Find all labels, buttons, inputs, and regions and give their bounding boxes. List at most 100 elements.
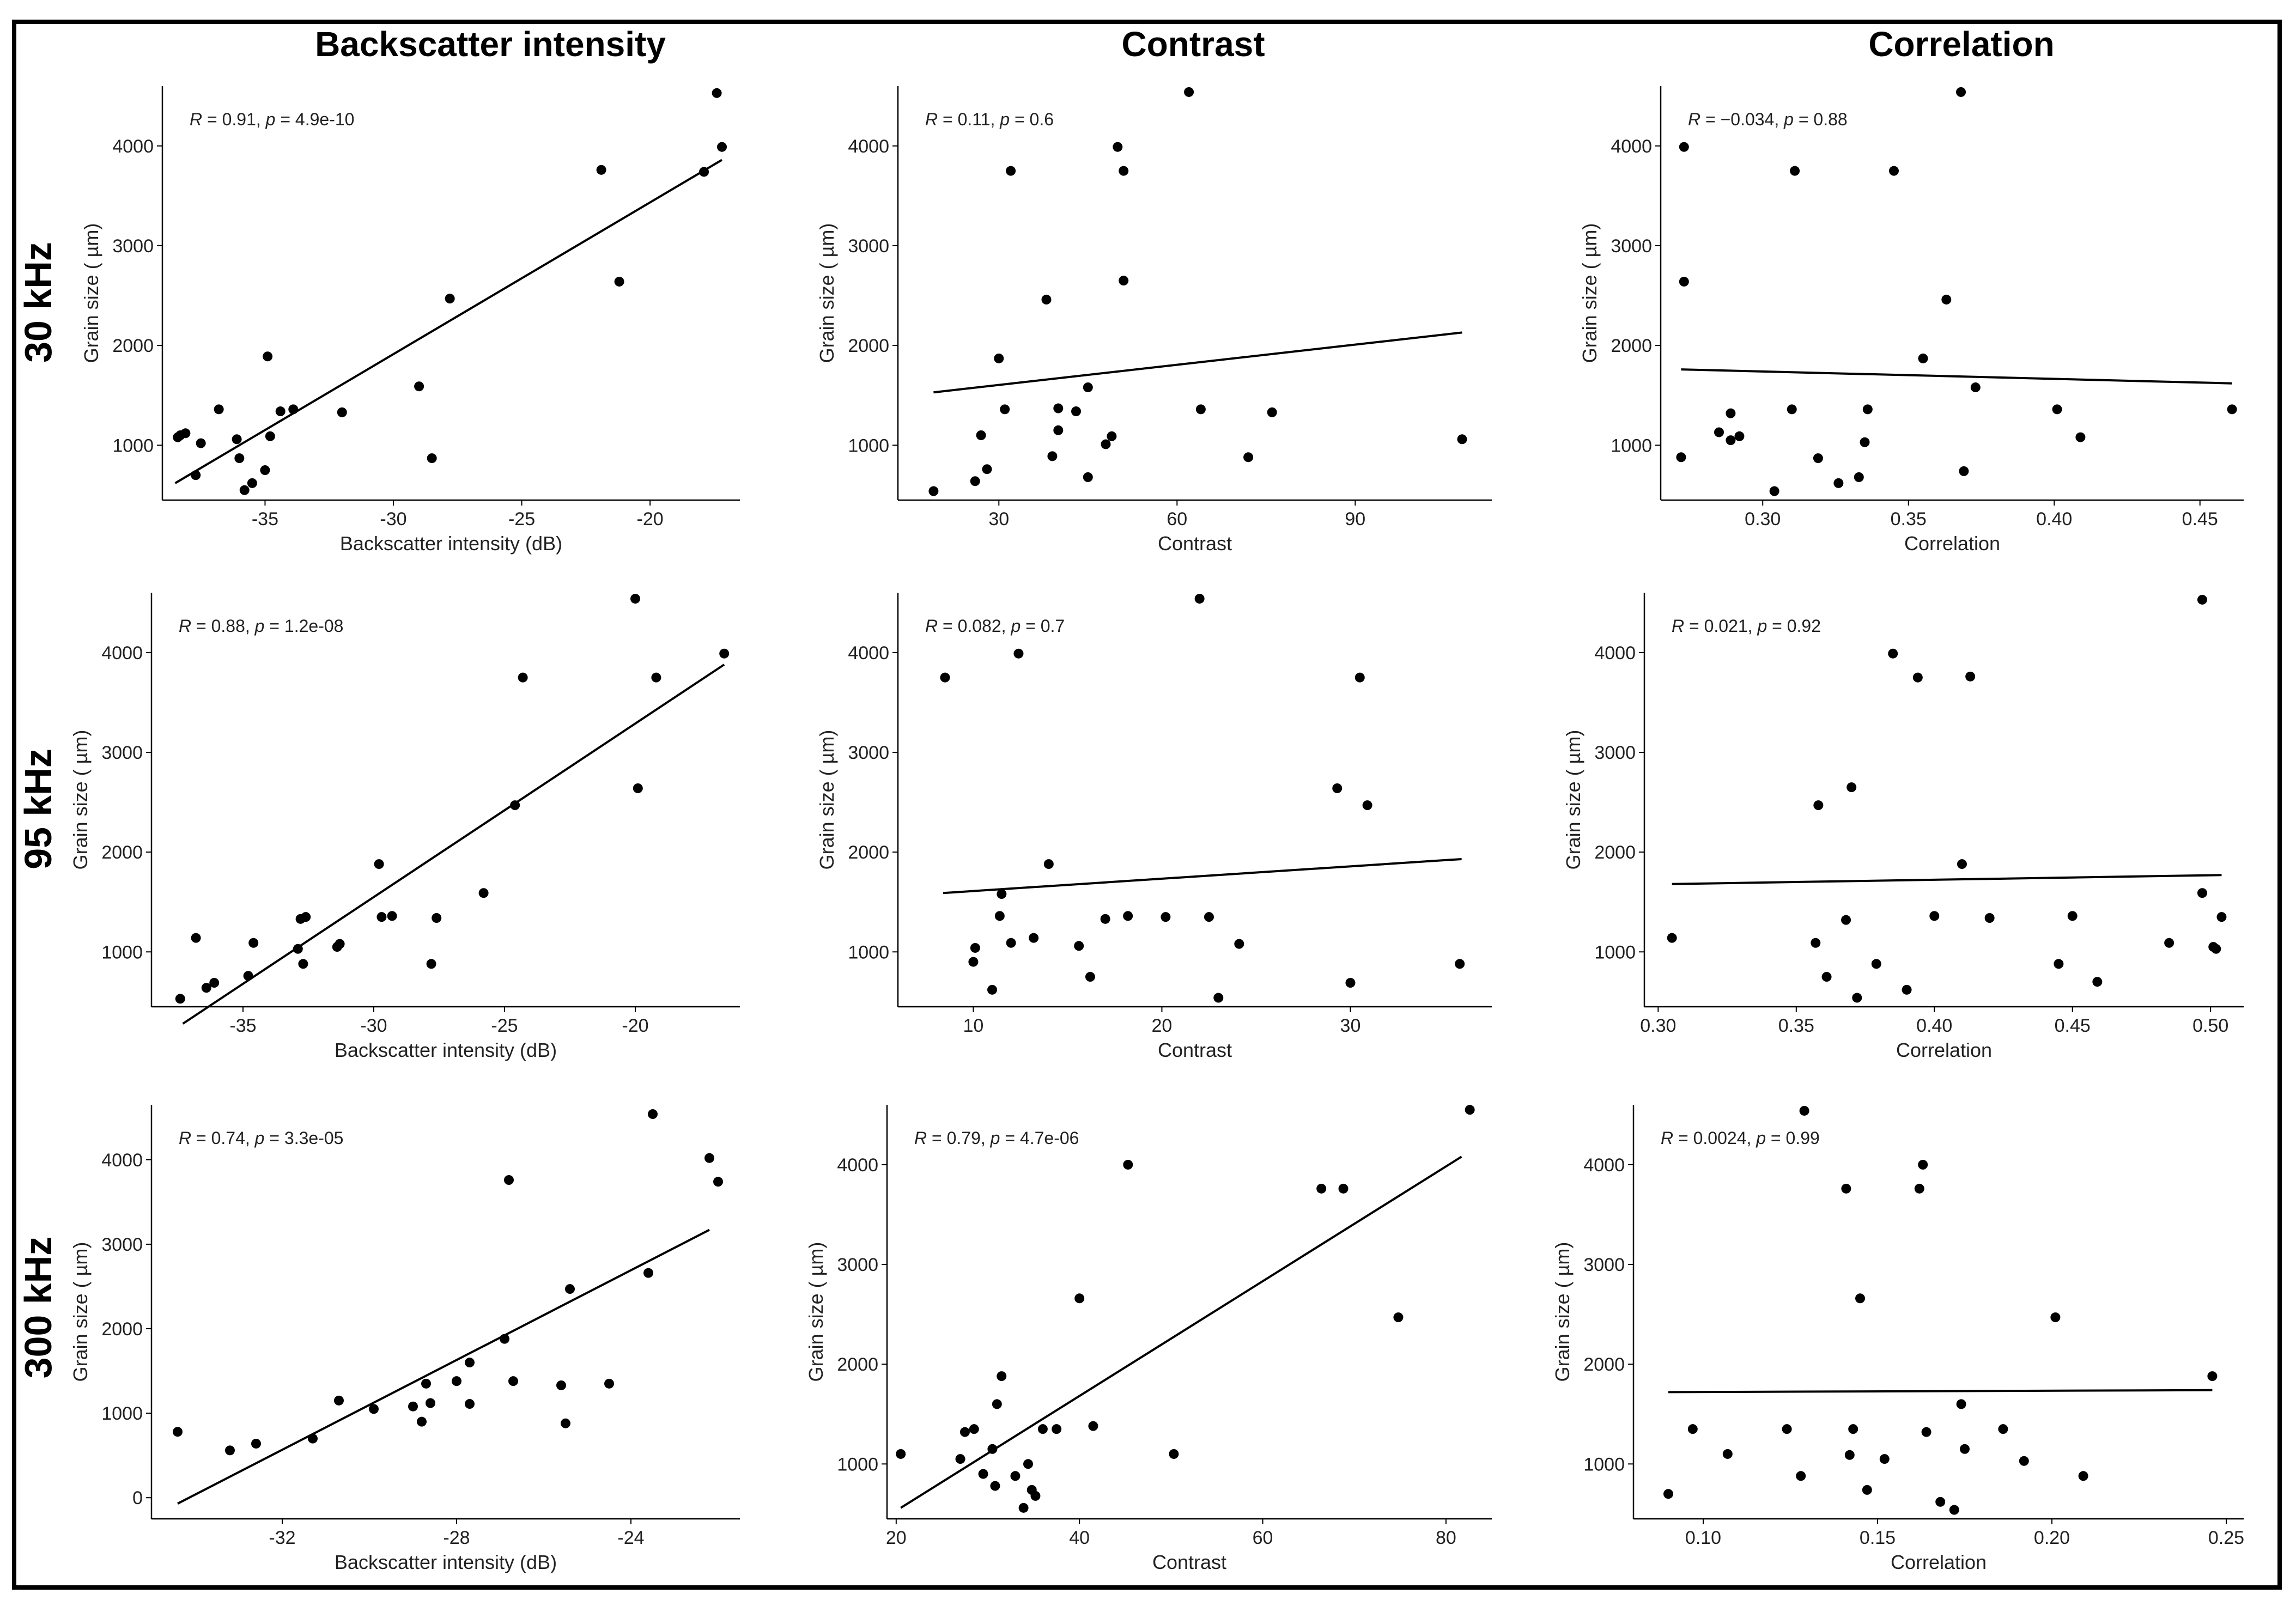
data-point bbox=[1100, 914, 1110, 924]
y-axis-title: Grain size ( µm) bbox=[69, 1242, 92, 1382]
data-point bbox=[465, 1358, 475, 1368]
y-axis-title: Grain size ( µm) bbox=[69, 730, 92, 870]
data-point bbox=[643, 1268, 653, 1278]
y-tick-label: 2000 bbox=[101, 842, 143, 863]
data-point bbox=[452, 1376, 461, 1386]
data-point bbox=[1006, 938, 1016, 948]
y-tick-label: 3000 bbox=[101, 743, 143, 763]
y-tick-label: 2000 bbox=[1583, 1354, 1625, 1375]
y-tick-label: 2000 bbox=[1611, 336, 1652, 356]
data-point bbox=[565, 1284, 575, 1294]
y-tick-label: 3000 bbox=[1611, 236, 1652, 257]
data-point bbox=[1960, 1444, 1970, 1454]
data-point bbox=[1184, 87, 1194, 97]
data-point bbox=[630, 593, 640, 604]
data-point bbox=[997, 1371, 1007, 1382]
data-point bbox=[1663, 1489, 1673, 1499]
data-point bbox=[478, 888, 489, 898]
y-tick-label: 4000 bbox=[1594, 643, 1636, 664]
data-point bbox=[334, 1395, 344, 1406]
data-point bbox=[508, 1376, 518, 1386]
data-point bbox=[1029, 933, 1039, 943]
x-tick-label: 0.35 bbox=[1778, 1015, 1814, 1036]
y-tick-label: 1000 bbox=[837, 1454, 878, 1475]
x-tick-label: 80 bbox=[1436, 1528, 1456, 1548]
y-tick-label: 1000 bbox=[848, 942, 889, 963]
x-axis-title: Contrast bbox=[1158, 1039, 1232, 1061]
data-point bbox=[251, 1438, 261, 1449]
y-axis-title: Grain size ( µm) bbox=[1578, 223, 1601, 363]
data-point bbox=[1862, 404, 1873, 415]
y-tick-label: 1000 bbox=[1611, 435, 1652, 456]
data-point bbox=[1071, 406, 1081, 417]
data-point bbox=[1956, 1399, 1966, 1409]
data-point bbox=[1213, 993, 1224, 1003]
data-point bbox=[2052, 404, 2062, 415]
data-point bbox=[1833, 478, 1844, 488]
x-tick-label: 0.45 bbox=[2182, 509, 2218, 530]
data-point bbox=[2207, 1371, 2218, 1382]
data-point bbox=[426, 1398, 435, 1408]
data-point bbox=[1714, 427, 1724, 437]
data-point bbox=[990, 1481, 1000, 1491]
y-axis-title: Grain size ( µm) bbox=[805, 1242, 827, 1382]
y-tick-label: 4000 bbox=[1611, 136, 1652, 157]
data-point bbox=[1316, 1183, 1327, 1194]
data-point bbox=[1941, 294, 1952, 305]
data-point bbox=[293, 944, 303, 954]
data-point bbox=[2197, 888, 2207, 898]
data-point bbox=[1959, 466, 1969, 476]
y-tick-label: 2000 bbox=[848, 336, 889, 356]
data-point bbox=[191, 470, 201, 480]
data-point bbox=[301, 912, 311, 922]
data-point bbox=[1844, 1450, 1855, 1460]
y-axis-title: Grain size ( µm) bbox=[816, 730, 838, 870]
correlation-stat-label: R = 0.91, p = 4.9e-10 bbox=[190, 110, 354, 129]
data-point bbox=[1018, 1502, 1029, 1513]
x-tick-label: 0.30 bbox=[1745, 509, 1781, 530]
data-point bbox=[1912, 672, 1923, 683]
data-point bbox=[504, 1175, 514, 1185]
x-axis-title: Correlation bbox=[1891, 1551, 1987, 1573]
y-tick-label: 2000 bbox=[848, 842, 889, 863]
data-point bbox=[987, 984, 998, 995]
y-tick-label: 2000 bbox=[101, 1319, 143, 1340]
x-tick-label: 90 bbox=[1345, 509, 1365, 530]
correlation-stat-label: R = 0.74, p = 3.3e-05 bbox=[179, 1128, 343, 1148]
data-point bbox=[1234, 939, 1244, 949]
data-point bbox=[335, 939, 345, 949]
x-axis-title: Contrast bbox=[1158, 532, 1232, 555]
data-point bbox=[1169, 1449, 1179, 1459]
data-point bbox=[426, 959, 436, 969]
data-point bbox=[1204, 912, 1214, 922]
data-point bbox=[1338, 1183, 1349, 1194]
data-point bbox=[500, 1334, 509, 1344]
data-point bbox=[1037, 1424, 1048, 1434]
data-point bbox=[997, 889, 1007, 899]
data-point bbox=[1085, 972, 1095, 982]
data-point bbox=[969, 1424, 979, 1434]
data-point bbox=[1362, 800, 1372, 811]
y-tick-label: 1000 bbox=[848, 435, 889, 456]
data-point bbox=[1465, 1105, 1475, 1115]
y-tick-label: 4000 bbox=[112, 136, 154, 157]
data-point bbox=[1043, 859, 1054, 869]
data-point bbox=[1914, 1183, 1924, 1194]
data-point bbox=[1984, 913, 1995, 923]
regression-line bbox=[1668, 1389, 2213, 1394]
x-tick-label: -35 bbox=[252, 509, 278, 530]
x-tick-label: 0.40 bbox=[2036, 509, 2072, 530]
data-point bbox=[427, 453, 437, 464]
y-tick-label: 3000 bbox=[112, 236, 154, 257]
data-point bbox=[1053, 425, 1064, 435]
scatter-panel-300khz-correlation: 1000 2000 3000 4000 0.10 0.15 0.20 0.25 Correlat… bbox=[1551, 1105, 2244, 1573]
data-point bbox=[987, 1444, 998, 1454]
data-point bbox=[337, 407, 347, 417]
data-point bbox=[970, 942, 980, 953]
x-tick-label: 20 bbox=[1152, 1015, 1173, 1036]
data-point bbox=[1053, 403, 1064, 413]
x-tick-label: -30 bbox=[360, 1015, 387, 1036]
data-point bbox=[263, 351, 273, 362]
y-tick-label: 4000 bbox=[101, 1150, 143, 1171]
x-tick-label: -30 bbox=[380, 509, 406, 530]
